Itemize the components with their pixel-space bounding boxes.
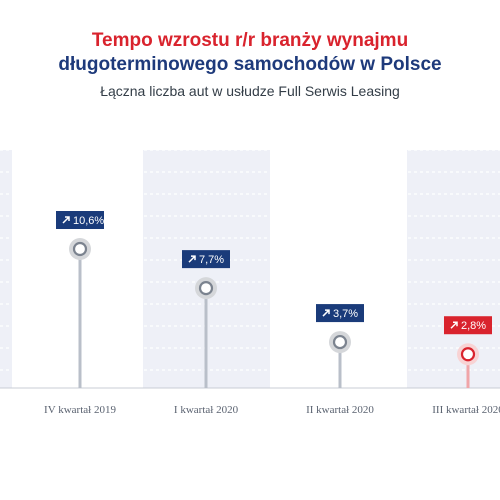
chart-subtitle: Łączna liczba aut w usłudze Full Serwis …	[100, 83, 400, 99]
x-tick-label: I kwartał 2020	[174, 404, 239, 416]
x-tick-label: IV kwartał 2019	[44, 404, 116, 416]
arrow-up-right-icon	[450, 321, 458, 329]
value-badge	[316, 304, 364, 323]
marker-point	[460, 347, 476, 362]
chart-title-line-1: Tempo wzrostu r/r branży wynajmu	[91, 30, 409, 51]
background-bands	[0, 150, 500, 388]
marker-point	[332, 334, 348, 350]
arrow-up-right-icon	[322, 309, 330, 317]
marker-point	[72, 241, 88, 257]
value-badge	[56, 211, 104, 229]
value-label: 10,6%	[73, 215, 104, 227]
value-badge	[444, 316, 492, 335]
x-axis-labels: IV kwartał 2019 I kwartał 2020 II kwartał …	[44, 404, 500, 416]
value-badge	[182, 250, 230, 269]
data-marks: 10,6% 7,7% 3,7% 2,8%	[56, 211, 492, 388]
arrow-up-right-icon	[188, 255, 196, 263]
x-tick-label: II kwartał 2020	[306, 404, 374, 416]
gridlines	[0, 149, 500, 389]
background-band	[407, 150, 500, 388]
value-label: 2,8%	[461, 320, 486, 332]
value-label: 7,7%	[199, 254, 224, 266]
arrow-up-right-icon	[62, 216, 70, 224]
value-label: 3,7%	[333, 308, 358, 320]
chart-title-line-2: długoterminowego samochodów w Polsce	[58, 54, 442, 75]
background-band	[0, 150, 12, 388]
marker-point	[198, 281, 214, 296]
x-tick-label: III kwartał 2020	[432, 404, 500, 416]
